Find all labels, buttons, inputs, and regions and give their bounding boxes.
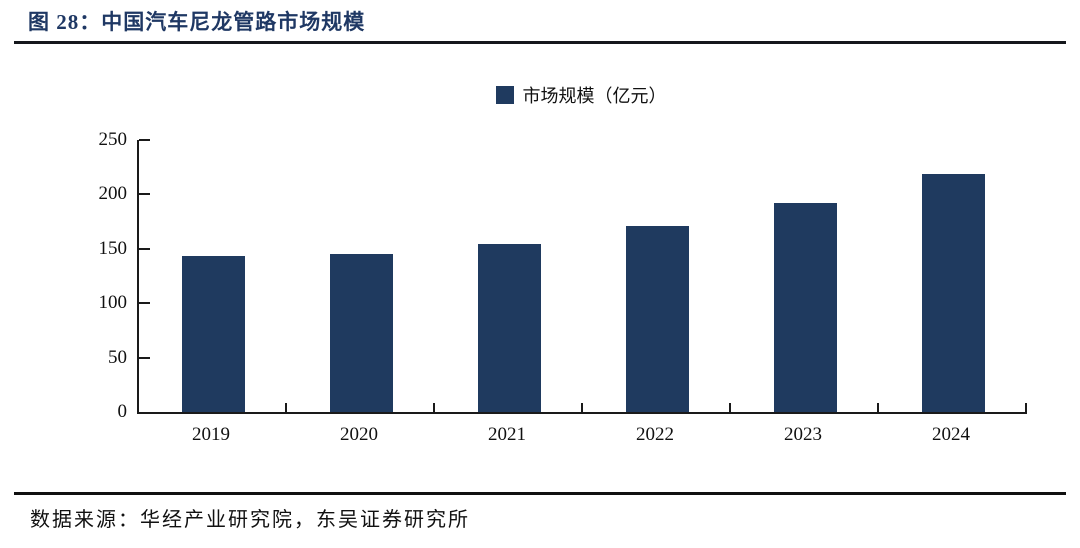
legend-swatch-icon: [495, 86, 514, 104]
chart-legend: 市场规模（亿元）: [137, 82, 1025, 108]
x-axis-tick: [581, 403, 583, 412]
data-source-note: 数据来源：华经产业研究院，东吴证券研究所: [30, 509, 470, 531]
y-axis-tick-label: 200: [98, 183, 128, 205]
x-axis-tick-label: 2019: [192, 424, 230, 445]
figure-title: 图 28：中国汽车尼龙管路市场规模: [28, 10, 366, 34]
bar: [181, 256, 245, 412]
y-axis-tick: [139, 356, 150, 359]
x-axis-labels: 2019 2020 2021 2022 2023 2024: [137, 424, 1025, 452]
plot-area: 0 50 100 150 200 250: [99, 129, 1027, 422]
x-axis-tick-label: 2020: [340, 424, 378, 445]
y-axis-tick: [139, 302, 150, 305]
bar: [921, 173, 985, 412]
x-axis-tick: [433, 403, 435, 412]
y-axis-tick-label: 0: [117, 401, 128, 422]
y-axis-tick-label: 100: [98, 292, 128, 314]
x-axis-tick-label: 2023: [784, 424, 822, 445]
y-axis-tick: [139, 247, 150, 250]
bar: [625, 225, 689, 412]
y-axis-tick-label: 50: [108, 346, 127, 368]
bottom-rule: [14, 492, 1066, 495]
x-axis-tick-label: 2024: [932, 424, 970, 445]
x-axis-tick: [1025, 403, 1027, 412]
x-axis-tick: [729, 403, 731, 412]
x-axis-tick: [877, 403, 879, 412]
x-axis-tick-label: 2021: [488, 424, 526, 445]
y-axis-tick: [139, 139, 150, 141]
y-axis-tick-label: 250: [98, 129, 128, 150]
x-axis-tick-label: 2022: [636, 424, 674, 445]
bar: [477, 244, 541, 412]
top-rule: [14, 41, 1066, 44]
x-axis-tick: [285, 403, 287, 412]
y-axis-tick: [139, 193, 150, 196]
bar: [329, 254, 393, 412]
y-axis-tick-label: 150: [98, 237, 128, 259]
legend-label: 市场规模（亿元）: [522, 86, 667, 106]
bar: [773, 203, 837, 412]
